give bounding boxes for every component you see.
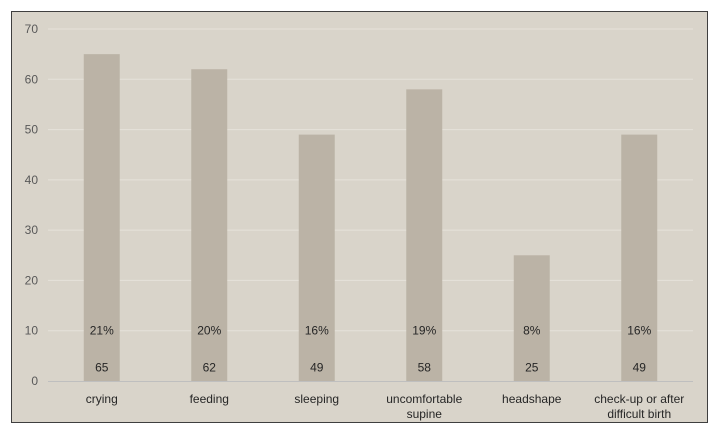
percent-data-label: 19%	[412, 324, 436, 338]
bar	[191, 69, 228, 381]
y-tick-label: 40	[25, 173, 39, 187]
bar	[621, 134, 658, 381]
bar-chart: 0 10 20 30 40 50 60 70 crying feeding sleeping unc…	[25, 22, 693, 421]
y-tick-label: 30	[25, 223, 39, 237]
x-category-label: feeding	[190, 392, 229, 406]
value-data-label: 49	[310, 360, 324, 374]
gridlines	[48, 28, 693, 382]
y-axis-tick-labels: 0 10 20 30 40 50 60 70	[25, 22, 39, 388]
value-data-label: 65	[95, 360, 109, 374]
percent-data-label: 8%	[523, 324, 541, 338]
x-axis-category-labels: crying feeding sleeping uncomfortable supine…	[86, 392, 685, 421]
percent-data-label: 20%	[197, 324, 221, 338]
bar	[513, 255, 550, 381]
percent-data-label: 21%	[90, 324, 114, 338]
y-tick-label: 50	[25, 123, 39, 137]
y-tick-label: 70	[25, 22, 39, 36]
y-tick-label: 20	[25, 273, 39, 287]
value-data-label: 25	[525, 360, 539, 374]
percent-data-label: 16%	[305, 324, 329, 338]
bar	[406, 89, 443, 381]
x-category-label: check-up or after difficult birth	[594, 392, 684, 421]
y-tick-label: 60	[25, 72, 39, 86]
data-labels: 21% 65 20% 62 16% 49 19% 58 8% 25 16% 49	[90, 324, 652, 375]
bar	[298, 134, 335, 381]
y-tick-label: 0	[31, 374, 38, 388]
x-category-label: crying	[86, 392, 118, 406]
x-category-label: uncomfortable supine	[386, 392, 462, 421]
percent-data-label: 16%	[627, 324, 651, 338]
x-category-label: sleeping	[294, 392, 339, 406]
bars	[83, 54, 658, 382]
chart-frame: 0 10 20 30 40 50 60 70 crying feeding sleeping unc…	[11, 11, 708, 423]
value-data-label: 49	[633, 360, 647, 374]
x-category-label: headshape	[502, 392, 562, 406]
y-tick-label: 10	[25, 324, 39, 338]
value-data-label: 58	[418, 360, 432, 374]
bar	[83, 54, 120, 382]
value-data-label: 62	[203, 360, 217, 374]
